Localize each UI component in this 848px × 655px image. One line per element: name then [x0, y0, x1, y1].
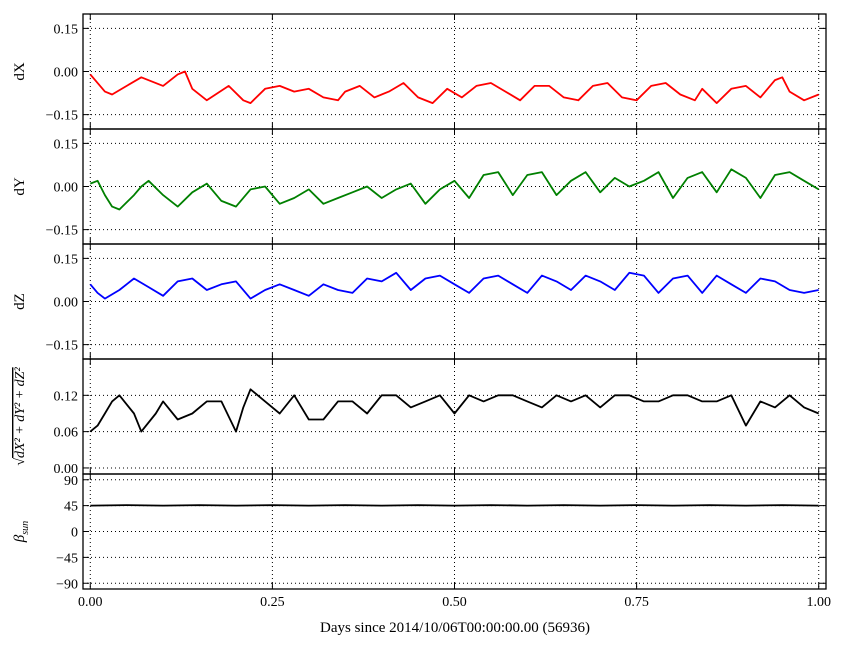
y-axis-label: dX: [12, 62, 28, 81]
x-tick-label: 0.50: [442, 595, 467, 610]
y-tick-label: −0.15: [46, 109, 78, 124]
x-axis-title: Days since 2014/10/06T00:00:00.00 (56936…: [320, 620, 590, 636]
series-line: [90, 504, 819, 507]
y-tick-label: 0.12: [54, 389, 79, 404]
y-tick-label: 45: [64, 500, 78, 515]
y-tick-label: 90: [64, 474, 78, 489]
axes-frame: [82, 13, 827, 130]
axes-frame: [82, 243, 827, 360]
y-tick-label: −45: [56, 551, 78, 566]
y-axis-label: βsun: [12, 521, 31, 543]
y-tick-label: 0: [71, 526, 78, 541]
y-axis-label: dZ: [12, 293, 28, 310]
y-tick-label: 0.15: [54, 137, 79, 152]
series-line: [89, 168, 820, 211]
panel-5: 90 45 0 −45 −90 βsun: [12, 473, 827, 592]
y-axis-label: √dX² + dY² + dZ²: [13, 367, 28, 466]
y-tick-label: −90: [56, 577, 78, 592]
axes-frame: [82, 358, 827, 475]
y-tick-label: 0.06: [54, 426, 79, 441]
y-tick-label: 0.00: [54, 181, 79, 196]
series-line: [89, 388, 820, 433]
y-tick-label: −0.15: [46, 224, 78, 239]
y-tick-label: 0.00: [54, 462, 79, 477]
y-tick-label: −0.15: [46, 339, 78, 354]
x-tick-label: 0.25: [260, 595, 285, 610]
x-tick-label: 0.00: [78, 595, 103, 610]
y-tick-label: 0.00: [54, 296, 79, 311]
y-axis-label: dY: [12, 177, 28, 196]
series-line: [89, 70, 820, 104]
y-tick-label: 0.15: [54, 22, 79, 37]
x-tick-label: 0.75: [624, 595, 649, 610]
axes-frame: [82, 128, 827, 245]
y-tick-label: 0.00: [54, 66, 79, 81]
axes-frame: [82, 473, 827, 590]
series-line: [89, 271, 819, 300]
panel-3: 0.15 0.00 −0.15 dZ: [12, 243, 827, 360]
x-tick-label: 1.00: [806, 595, 831, 610]
panel-1: 0.15 0.00 −0.15 dX: [12, 13, 827, 130]
panel-4: 0.12 0.06 0.00 √dX² + dY² + dZ²: [13, 358, 827, 477]
y-tick-label: 0.15: [54, 252, 79, 267]
panel-2: 0.15 0.00 −0.15 dY: [12, 128, 827, 245]
